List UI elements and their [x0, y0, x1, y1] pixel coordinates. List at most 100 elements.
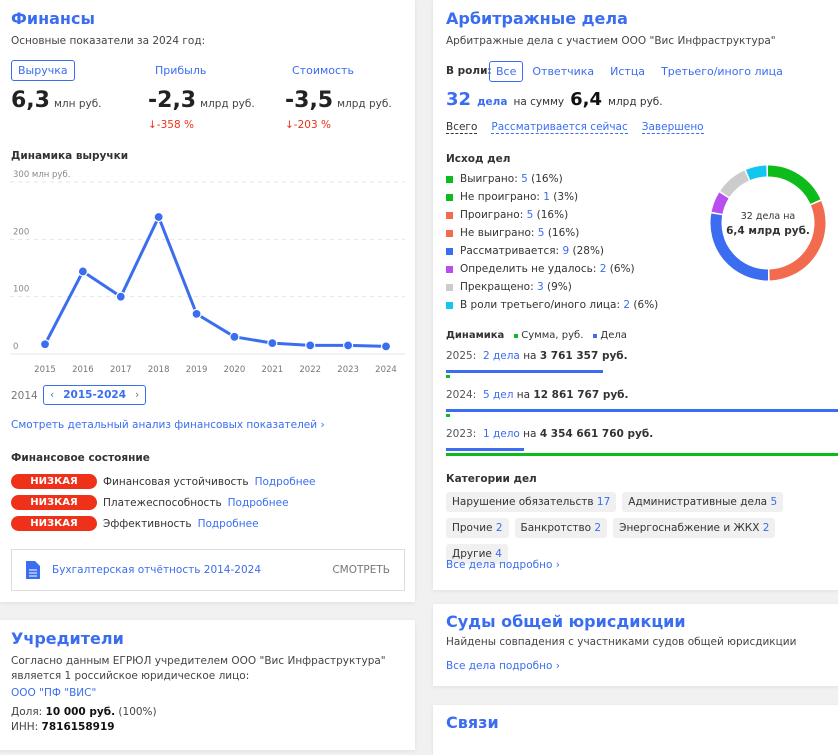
courts-title: Суды общей юрисдикции	[446, 612, 686, 631]
dynamics-list: 2025: 2 дела на 3 761 357 руб. 2024: 5 д…	[446, 350, 838, 467]
arb-subtitle: Арбитражные дела с участием ООО "Вис Инф…	[446, 35, 776, 47]
donut-segment	[745, 165, 767, 181]
outcome-count-link[interactable]: 3	[536, 281, 544, 293]
state-title: Финансовое состояние	[11, 452, 150, 464]
x-tick-label: 2022	[299, 365, 321, 375]
x-tick-label: 2016	[72, 365, 94, 375]
outcome-count-link[interactable]: 2	[623, 299, 631, 311]
analysis-link[interactable]: Смотреть детальный анализ финансовых пок…	[11, 419, 325, 431]
y-tick-label: 300 млн руб.	[13, 170, 70, 180]
role-label: В роли:	[446, 65, 492, 77]
links-title: Связи	[446, 713, 499, 732]
legend-marker	[446, 265, 453, 273]
legend-marker	[446, 301, 453, 309]
outcome-count-link[interactable]: 5	[521, 173, 528, 185]
outcome-item: Не проиграно: 1 (3%)	[446, 188, 658, 206]
range-label: 2015-2024	[63, 389, 127, 401]
outcome-title: Исход дел	[446, 153, 511, 165]
x-tick-label: 2021	[262, 365, 284, 375]
cases-link[interactable]: 1 дело	[482, 428, 520, 440]
founder-inn: ИНН: 7816158919	[11, 721, 115, 733]
state-row: НИЗКАЯ Эффективность Подробнее	[11, 516, 259, 531]
all-cases-link[interactable]: Все дела подробно ›	[446, 559, 560, 571]
tab-all[interactable]: Все	[489, 61, 524, 82]
dynamics-row: 2025: 2 дела на 3 761 357 руб.	[446, 350, 838, 389]
tab-value[interactable]: Стоимость	[292, 64, 354, 77]
data-point	[267, 338, 278, 349]
data-point	[229, 331, 240, 342]
categories-title: Категории дел	[446, 473, 537, 485]
outcome-count-link[interactable]: 5	[526, 209, 534, 221]
tab-profit[interactable]: Прибыль	[155, 64, 207, 77]
state-row: НИЗКАЯ Платежеспособность Подробнее	[11, 495, 289, 510]
outcome-item: Проиграно: 5 (16%)	[446, 206, 658, 224]
arb-title: Арбитражные дела	[446, 9, 628, 28]
category-chip[interactable]: Административные дела 5	[622, 492, 784, 512]
outcome-item: Определить не удалось: 2 (6%)	[446, 260, 658, 278]
arbitration-card: Арбитражные дела Арбитражные дела с учас…	[433, 0, 838, 590]
category-chip[interactable]: Другие 4	[446, 544, 508, 564]
legend-marker	[446, 247, 453, 255]
category-chip[interactable]: Нарушение обязательств 17	[446, 492, 617, 512]
profit-metric: -2,3 млрд руб.	[148, 88, 255, 113]
outcome-item: Рассматривается: 9 (28%)	[446, 242, 658, 260]
category-chip[interactable]: Прочие 2	[446, 518, 509, 538]
status-badge: НИЗКАЯ	[11, 474, 97, 489]
range-selector[interactable]: ‹ 2015-2024 ›	[43, 385, 147, 405]
tab-plaintiff[interactable]: Истца	[610, 65, 646, 78]
arb-summary: 32 дела на сумму 6,4 млрд руб.	[446, 89, 663, 110]
courts-text: Найдены совпадения с участниками судов о…	[446, 636, 797, 648]
view-button[interactable]: СМОТРЕТЬ	[332, 564, 390, 576]
donut-segment	[720, 170, 750, 198]
y-tick-label: 100	[13, 285, 29, 295]
revenue-metric: 6,3 млн руб.	[11, 88, 102, 113]
report-row[interactable]: Бухгалтерская отчётность 2014-2024 СМОТР…	[11, 549, 405, 591]
x-tick-label: 2024	[375, 365, 397, 375]
data-point	[115, 291, 126, 302]
details-link[interactable]: Подробнее	[227, 496, 289, 509]
legend-marker	[446, 211, 453, 219]
sum-bar	[446, 375, 450, 378]
finance-title: Финансы	[11, 9, 95, 28]
report-link[interactable]: Бухгалтерская отчётность 2014-2024	[52, 564, 261, 576]
range-prev[interactable]: 2014	[11, 390, 38, 402]
details-link[interactable]: Подробнее	[254, 475, 316, 488]
outcome-count-link[interactable]: 9	[562, 245, 570, 257]
tab-revenue[interactable]: Выручка	[11, 60, 75, 81]
sum-bar	[446, 453, 838, 456]
value-metric: -3,5 млрд руб.	[285, 88, 392, 113]
cases-link[interactable]: 5 дел	[482, 389, 514, 401]
status-badge: НИЗКАЯ	[11, 495, 97, 510]
categories-list: Нарушение обязательств 17 Административны…	[446, 492, 838, 570]
outcome-count-link[interactable]: 1	[543, 191, 550, 203]
chevron-left-icon[interactable]: ‹	[50, 389, 55, 401]
outcome-item: Прекращено: 3 (9%)	[446, 278, 658, 296]
chevron-right-icon: ›	[320, 419, 325, 431]
outcome-count-link[interactable]: 5	[537, 227, 545, 239]
outcome-count-link[interactable]: 2	[599, 263, 607, 275]
filter-finished[interactable]: Завершено	[641, 121, 704, 134]
sum-bar	[446, 414, 450, 417]
x-tick-label: 2019	[186, 365, 208, 375]
role-tabs: Все Ответчика Истца Третьего/иного лица	[489, 61, 790, 82]
donut-segment	[710, 213, 769, 281]
dynamics-header: Динамика Сумма, руб. Дела	[446, 330, 627, 341]
value-change: ↓-203 %	[285, 119, 331, 131]
legend-cases-marker	[593, 334, 598, 338]
data-point	[77, 266, 88, 277]
tab-third-party[interactable]: Третьего/иного лица	[661, 65, 783, 78]
category-chip[interactable]: Банкротство 2	[514, 518, 608, 538]
data-point	[153, 211, 164, 223]
finance-subtitle: Основные показатели за 2024 год:	[11, 35, 206, 47]
chevron-right-icon[interactable]: ›	[135, 389, 140, 401]
founders-card: Учредители Согласно данным ЕГРЮЛ учредит…	[0, 620, 415, 750]
tab-defendant[interactable]: Ответчика	[532, 65, 595, 78]
filter-all[interactable]: Всего	[446, 121, 478, 134]
details-link[interactable]: Подробнее	[197, 517, 259, 530]
filter-active[interactable]: Рассматривается сейчас	[491, 121, 628, 134]
x-tick-label: 2017	[110, 365, 132, 375]
courts-link[interactable]: Все дела подробно ›	[446, 660, 560, 672]
cases-link[interactable]: 2 дела	[482, 350, 520, 362]
category-chip[interactable]: Энергоснабжение и ЖКХ 2	[613, 518, 776, 538]
founder-link[interactable]: ООО "ПФ "ВИС"	[11, 687, 97, 699]
